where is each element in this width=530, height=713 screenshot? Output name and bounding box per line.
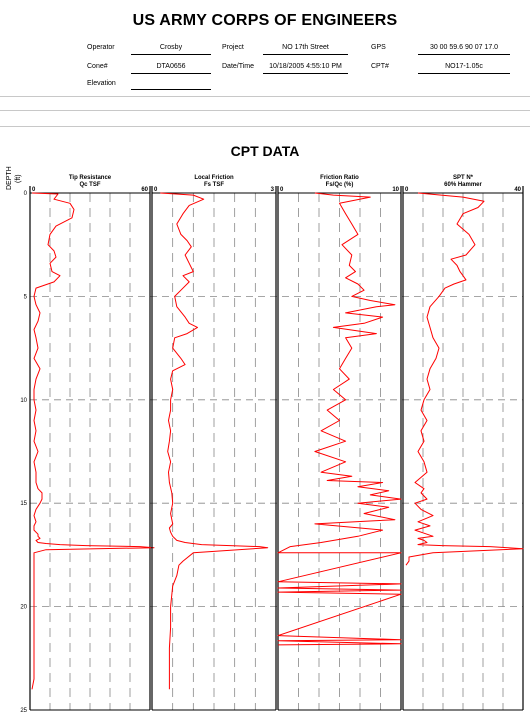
depth-tick-label-15: 15 xyxy=(20,501,27,507)
operator-value: Crosby xyxy=(159,44,183,51)
panel-4-series-1-line xyxy=(405,192,524,566)
page-title: US ARMY CORPS OF ENGINEERS xyxy=(132,12,398,29)
panel-3-title: Friction Ratio xyxy=(320,175,359,181)
panel-2-xtick-max: 3 xyxy=(271,187,275,193)
cone-label: Cone# xyxy=(87,63,108,70)
panel-4-xtick-min: 0 xyxy=(405,187,409,193)
operator-underline xyxy=(131,54,211,55)
panel-2-xlabel: Fs TSF xyxy=(204,182,224,188)
datetime-underline xyxy=(263,73,348,74)
elevation-label: Elevation xyxy=(87,80,116,87)
panel-1-series-1-line xyxy=(31,192,155,690)
gps-label: GPS xyxy=(371,44,386,51)
gps-underline xyxy=(418,54,510,55)
depth-tick-label-0: 0 xyxy=(24,191,28,197)
depth-tick-label-20: 20 xyxy=(20,605,27,611)
chart-title: CPT DATA xyxy=(230,143,300,159)
section-divider-top xyxy=(0,110,530,111)
section-divider-bottom xyxy=(0,126,530,127)
project-label: Project xyxy=(222,44,244,51)
header-divider xyxy=(0,96,530,97)
panel-3-xtick-min: 0 xyxy=(280,187,284,193)
panel-2-series-1-line xyxy=(160,192,269,690)
datetime-label: Date/Time xyxy=(222,63,255,70)
depth-axis-label: DEPTH xyxy=(6,166,13,190)
datetime-value: 10/18/2005 4:55:10 PM xyxy=(269,63,342,70)
cone-value: DTA0656 xyxy=(156,63,186,70)
cpt-label: CPT# xyxy=(371,63,389,70)
depth-tick-label-5: 5 xyxy=(24,294,28,300)
depth-tick-label-25: 25 xyxy=(20,708,27,713)
panel-1-xtick-min: 0 xyxy=(32,187,36,193)
elevation-underline xyxy=(131,89,211,90)
panel-4-title: SPT N* xyxy=(453,175,474,181)
operator-label: Operator xyxy=(87,44,115,51)
panel-1-title: Tip Resistance xyxy=(69,175,112,181)
panel-4-xlabel: 60% Hammer xyxy=(444,182,482,188)
cpt-underline xyxy=(418,73,510,74)
gps-value: 30 00 59.6 90 07 17.0 xyxy=(429,44,499,51)
panel-1-xlabel: Qc TSF xyxy=(79,182,100,188)
panel-4-xtick-max: 40 xyxy=(514,187,521,193)
cpt-value: NO17-1.05c xyxy=(445,63,483,70)
panel-3-xtick-max: 10 xyxy=(392,187,399,193)
panel-3-series-1-line xyxy=(277,192,402,646)
project-value: NO 17th Street xyxy=(282,44,329,51)
panel-2-title: Local Friction xyxy=(194,175,234,181)
depth-axis-unit: (ft) xyxy=(15,174,22,183)
panel-3-xlabel: Fs/Qc (%) xyxy=(326,182,354,188)
panel-1-xtick-max: 60 xyxy=(141,187,148,193)
panel-2-xtick-min: 0 xyxy=(154,187,158,193)
cone-underline xyxy=(131,73,211,74)
project-underline xyxy=(263,54,348,55)
depth-tick-label-10: 10 xyxy=(20,398,27,404)
